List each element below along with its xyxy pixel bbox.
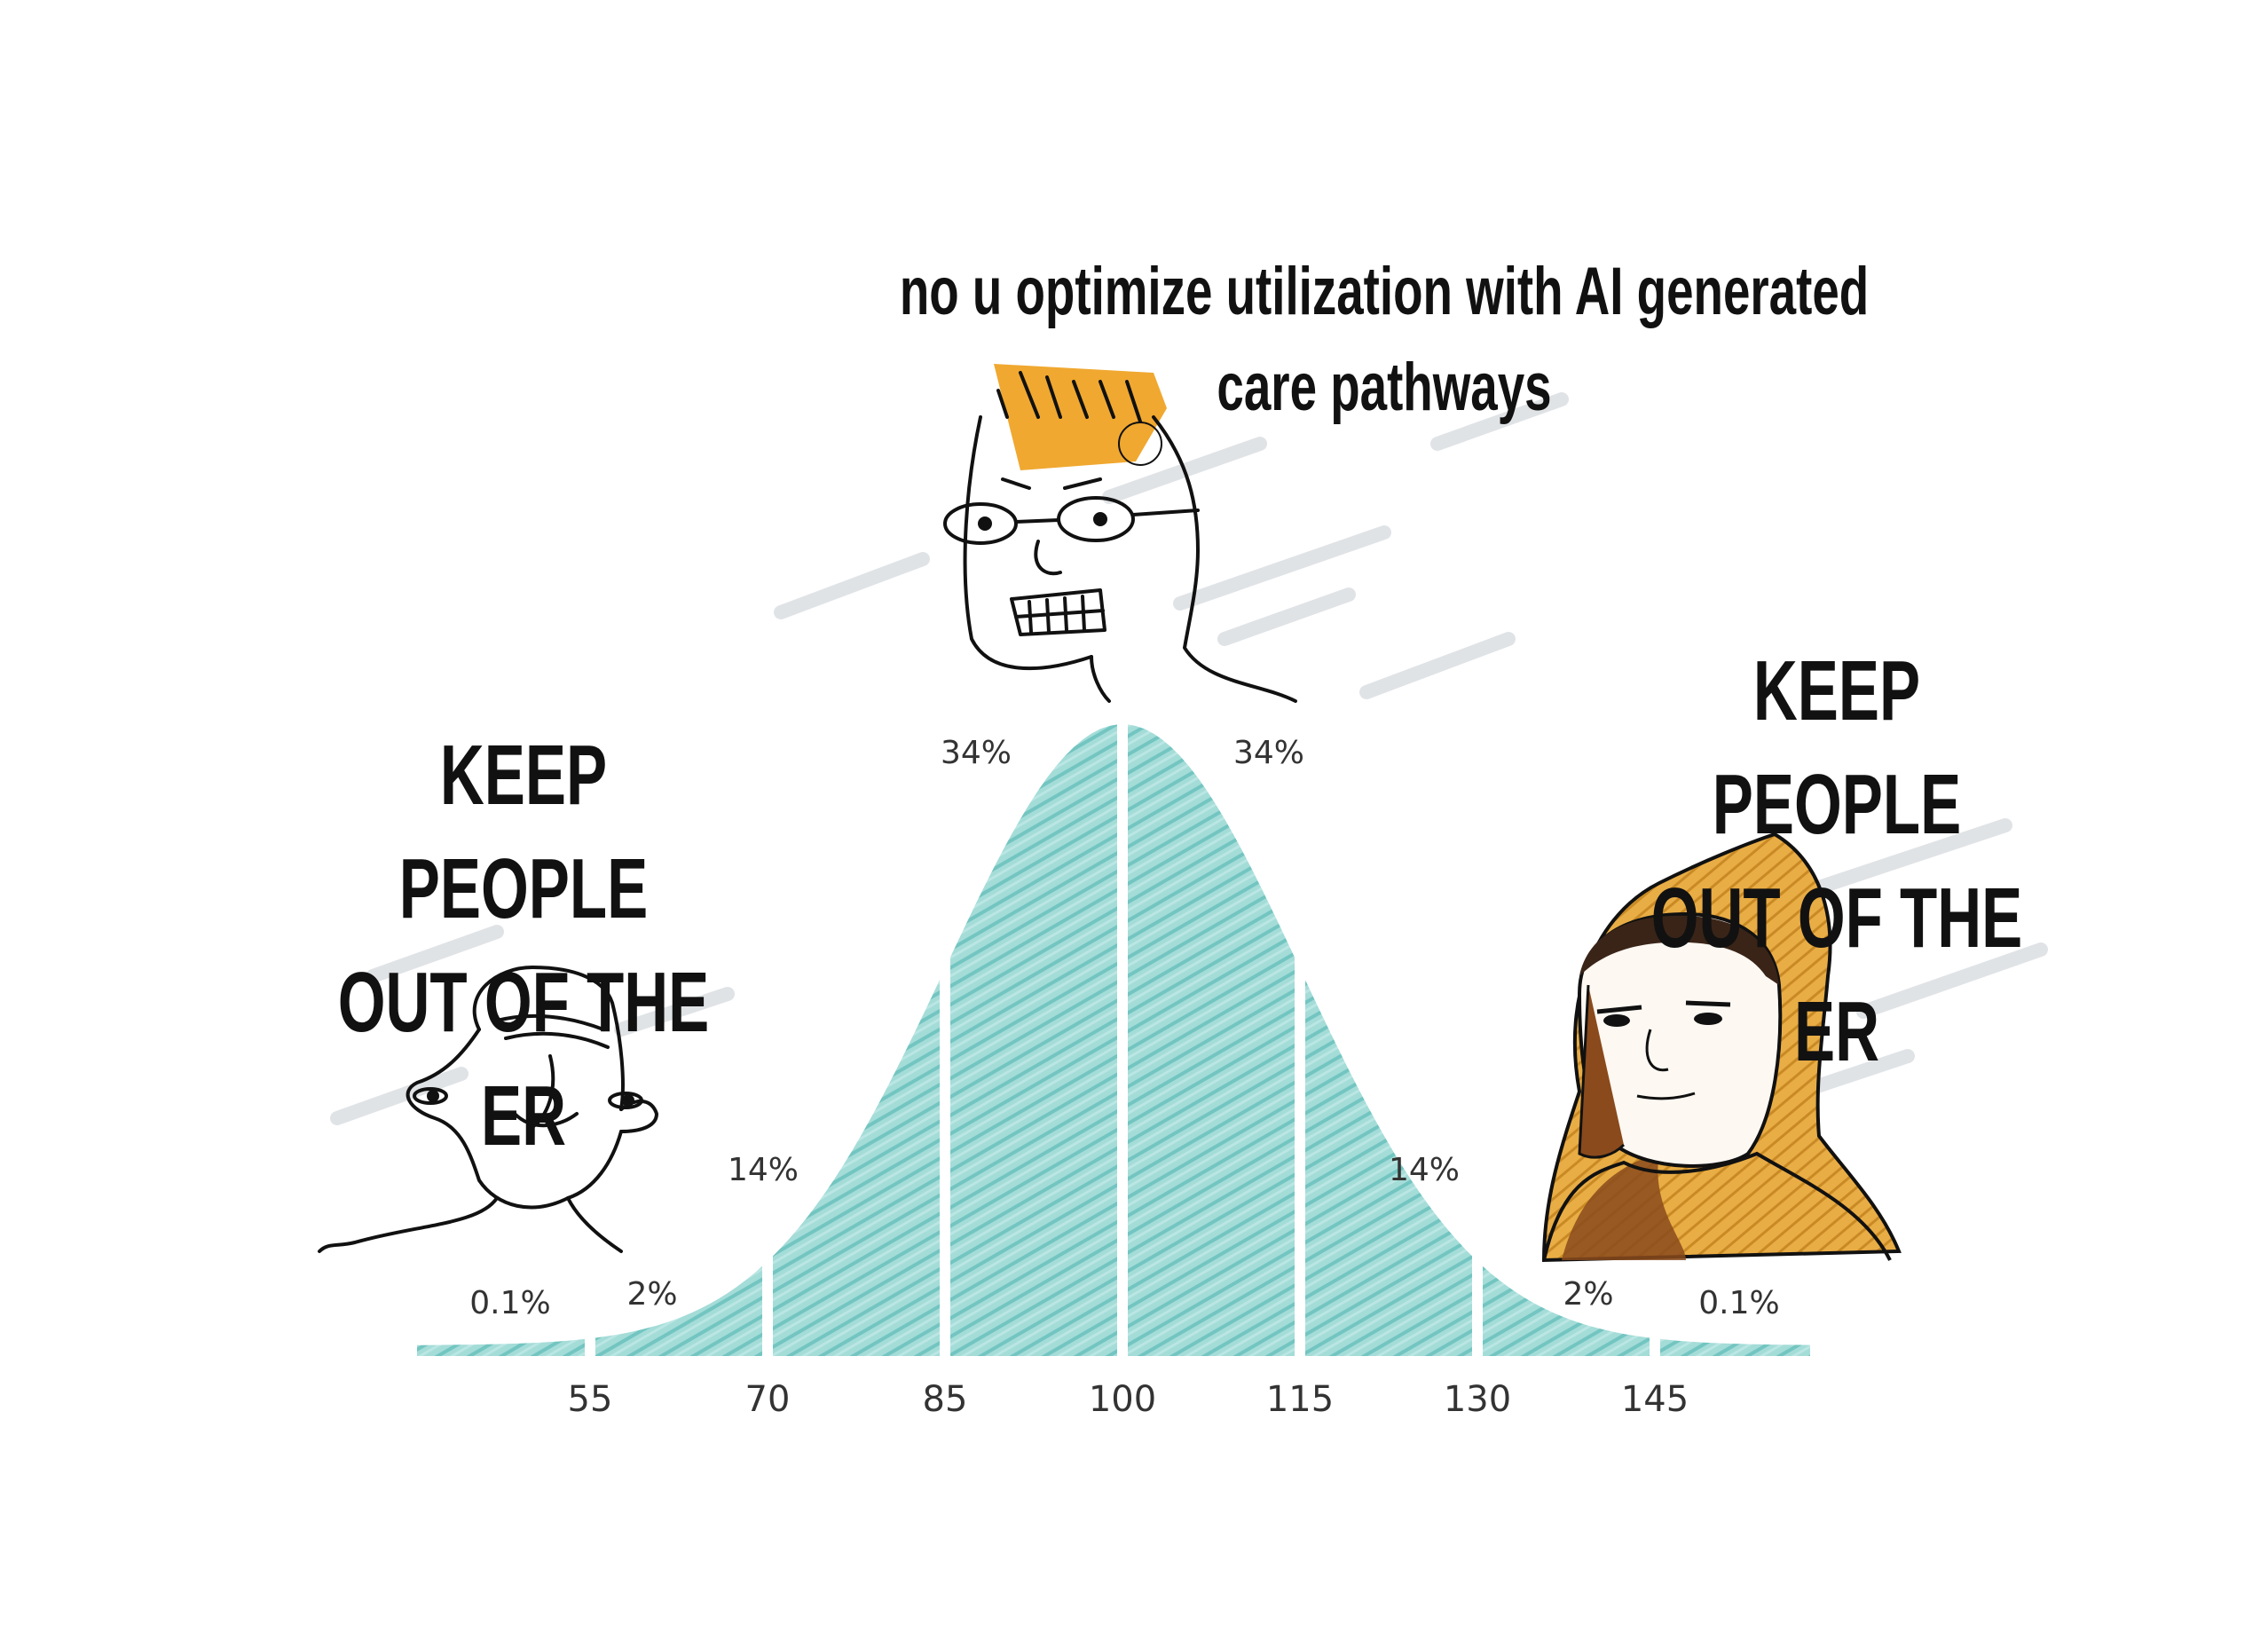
segment-percent-label: 0.1% xyxy=(469,1285,550,1321)
segment-percent-label: 14% xyxy=(1389,1152,1460,1188)
background-streaks xyxy=(330,392,2048,1125)
segment-percent-label: 14% xyxy=(728,1152,799,1188)
segment-dividers xyxy=(585,708,1660,1360)
x-tick-label: 100 xyxy=(1089,1379,1156,1420)
left-caption-line-1: KEEP PEOPLE xyxy=(398,728,649,936)
bell-curve xyxy=(417,724,1810,1356)
x-tick-label: 145 xyxy=(1621,1379,1689,1420)
hair-icon xyxy=(994,364,1167,470)
right-caption-line-2: OUT OF THE ER xyxy=(1650,871,2023,1079)
right-caption: KEEP PEOPLE OUT OF THE ER xyxy=(1639,635,2035,1089)
segment-percent-label: 34% xyxy=(1233,735,1304,771)
segment-percent-label: 2% xyxy=(626,1276,677,1313)
segment-percent-label: 2% xyxy=(1563,1276,1613,1313)
top-caption: no u optimize utilization with AI genera… xyxy=(899,254,1870,425)
x-axis-ticks: 55 70 85 100 115 130 145 xyxy=(568,1379,1689,1420)
glasses-wojak-figure xyxy=(943,364,1297,703)
hooded-wojak-figure xyxy=(1541,832,1902,1263)
segment-percent-label: 34% xyxy=(941,735,1012,771)
right-caption-line-1: KEEP PEOPLE xyxy=(1712,643,1962,852)
x-tick-label: 115 xyxy=(1266,1379,1334,1420)
left-caption: KEEP PEOPLE OUT OF THE ER xyxy=(326,719,721,1173)
x-tick-label: 130 xyxy=(1444,1379,1511,1420)
x-tick-label: 70 xyxy=(745,1379,791,1420)
segment-percent-label: 0.1% xyxy=(1698,1285,1779,1321)
x-tick-label: 55 xyxy=(568,1379,613,1420)
left-caption-line-2: OUT OF THE ER xyxy=(337,955,710,1163)
wojak-left-figure xyxy=(318,966,658,1253)
segment-percent-labels: 0.1% 2% 14% 34% 34% 14% 2% 0.1% xyxy=(469,735,1779,1321)
x-tick-label: 85 xyxy=(923,1379,968,1420)
